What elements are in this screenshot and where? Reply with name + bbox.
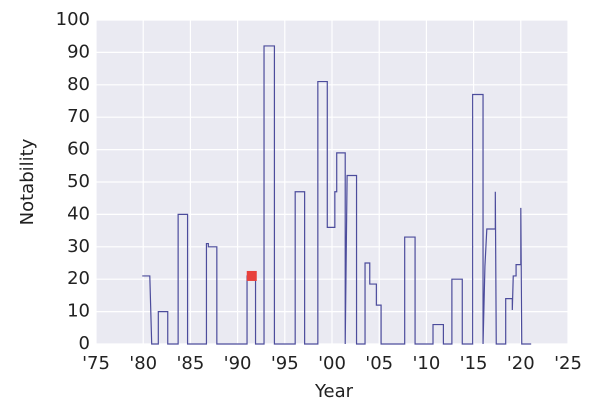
x-tick-label: '25 bbox=[554, 353, 582, 374]
y-tick-label: 90 bbox=[67, 41, 90, 62]
y-tick-label: 80 bbox=[67, 74, 90, 95]
x-tick-label: '85 bbox=[176, 353, 204, 374]
y-tick-label: 70 bbox=[67, 106, 90, 127]
marker bbox=[246, 270, 257, 281]
x-axis-label: Year bbox=[314, 381, 354, 402]
y-tick-label: 50 bbox=[67, 171, 90, 192]
y-tick-label: 100 bbox=[56, 9, 90, 30]
y-axis-label: Notability bbox=[17, 138, 38, 225]
y-tick-label: 10 bbox=[67, 301, 90, 322]
x-tick-label: '90 bbox=[224, 353, 252, 374]
x-tick-label: '00 bbox=[318, 353, 346, 374]
y-tick-label: 40 bbox=[67, 203, 90, 224]
x-tick-label: '95 bbox=[271, 353, 299, 374]
y-tick-label: 0 bbox=[79, 333, 90, 354]
x-tick-label: '75 bbox=[82, 353, 110, 374]
y-tick-label: 20 bbox=[67, 268, 90, 289]
x-tick-label: '10 bbox=[412, 353, 440, 374]
y-tick-label: 60 bbox=[67, 139, 90, 160]
y-tick-label: 30 bbox=[67, 236, 90, 257]
x-tick-label: '80 bbox=[129, 353, 157, 374]
data-line bbox=[142, 45, 532, 345]
x-tick-label: '15 bbox=[460, 353, 488, 374]
x-tick-label: '20 bbox=[507, 353, 535, 374]
x-tick-label: '05 bbox=[365, 353, 393, 374]
